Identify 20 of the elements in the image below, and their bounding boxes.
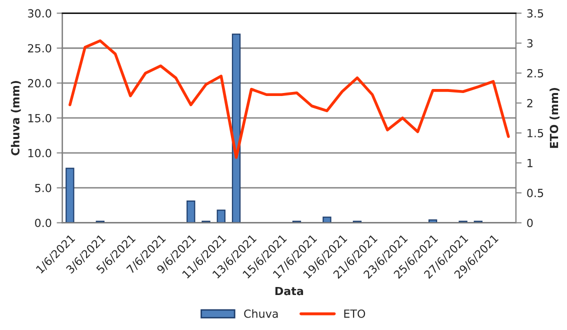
legend-label: Chuva <box>244 309 278 318</box>
x-axis-title: Data <box>275 286 304 296</box>
y-axis-title: Chuva (mm) <box>10 80 21 156</box>
y2-tick-label: 3 <box>527 39 533 48</box>
y2-axis-title: ETO (mm) <box>550 88 560 148</box>
y-tick-label: 10.0 <box>28 148 52 158</box>
y2-tick-label: 3.5 <box>527 9 544 18</box>
y2-tick-label: 0 <box>527 218 533 228</box>
y-tick-label: 5.0 <box>35 184 52 192</box>
y-tick-label: 15.0 <box>28 114 52 122</box>
y-tick-label: 20.0 <box>28 79 52 88</box>
y2-tick-label: 2 <box>527 98 532 108</box>
y-tick-label: 25.0 <box>28 44 52 53</box>
y2-tick-label: 2.5 <box>527 69 544 78</box>
y-tick-label: 0.0 <box>35 218 52 228</box>
y-tick-label: 30.0 <box>28 9 52 18</box>
y2-tick-label: 1.5 <box>528 129 544 138</box>
y2-tick-label: 1 <box>528 159 532 168</box>
legend-label: ETO <box>344 309 366 318</box>
y2-tick-label: 0.5 <box>527 188 544 198</box>
